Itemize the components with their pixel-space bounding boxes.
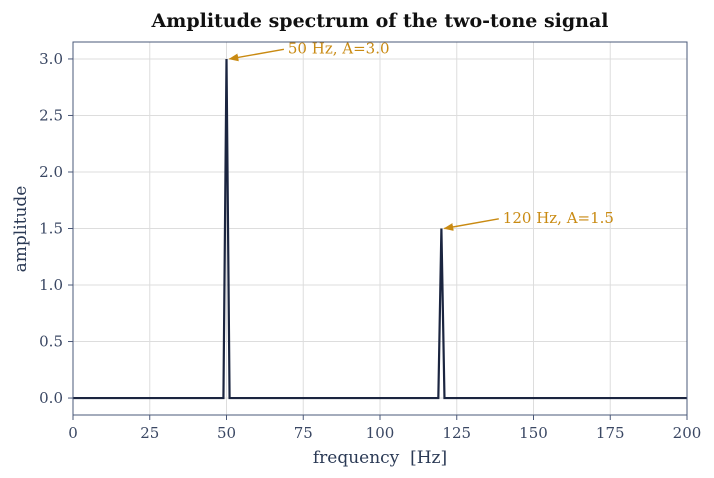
y-tick-label: 3.0 [39, 50, 63, 68]
annotations-layer: 50 Hz, A=3.0 120 Hz, A=1.5 [228, 39, 614, 231]
y-tick-label: 2.5 [39, 106, 63, 124]
x-tick-label: 0 [68, 424, 78, 442]
plot-frame [72, 41, 688, 416]
x-tick-label: 100 [366, 424, 395, 442]
annotation-arrow [443, 218, 499, 231]
x-tick-label: 50 [217, 424, 236, 442]
annotation-label: 50 Hz, A=3.0 [288, 39, 390, 57]
x-tick-label: 25 [140, 424, 159, 442]
y-tick-label: 2.0 [39, 163, 63, 181]
x-axis-label: frequency [Hz] [313, 448, 447, 468]
annotation-arrow [228, 48, 285, 62]
annotation-label: 120 Hz, A=1.5 [503, 209, 614, 227]
x-tick-label: 200 [673, 424, 702, 442]
chart-title: Amplitude spectrum of the two-tone signa… [150, 10, 608, 32]
grid [72, 42, 688, 415]
x-tick-label: 150 [519, 424, 548, 442]
y-tick-label: 0.0 [39, 389, 63, 407]
y-tick-label: 1.5 [39, 220, 63, 238]
ticks-layer: 0 25 50 75 100 125 150 175 200 0.0 0.5 1.0 1.5 2.0 2.5… [39, 50, 701, 442]
y-tick-label: 1.0 [39, 276, 63, 294]
series-line [73, 58, 687, 400]
x-tick-label: 75 [294, 424, 313, 442]
x-tick-label: 175 [596, 424, 625, 442]
x-tick-label: 125 [442, 424, 471, 442]
y-tick-label: 0.5 [39, 333, 63, 351]
y-axis-label: amplitude [11, 186, 31, 273]
series-layer [73, 58, 687, 400]
